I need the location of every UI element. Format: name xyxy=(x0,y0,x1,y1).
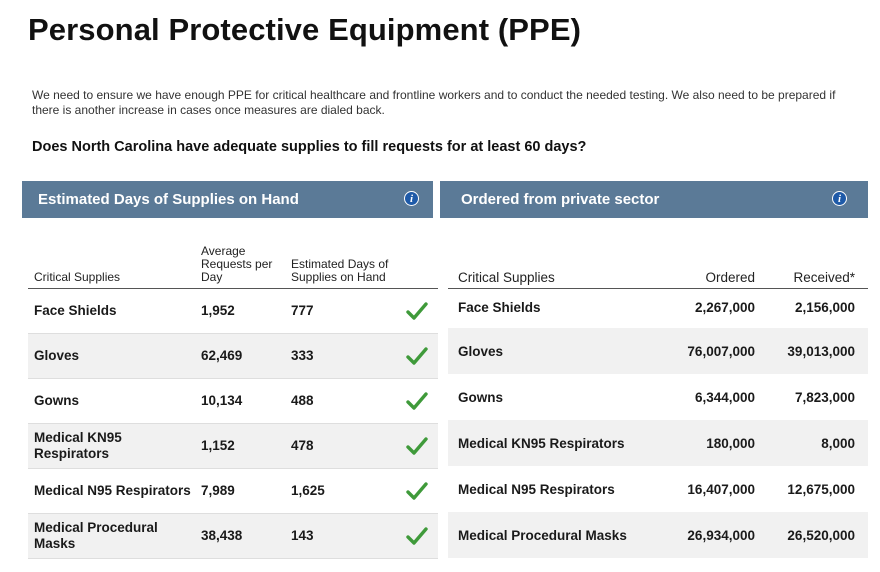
received-amount: 39,013,000 xyxy=(787,343,855,359)
supply-name: Medical KN95 Respirators xyxy=(34,429,122,461)
supply-name: Gloves xyxy=(458,343,504,359)
table-row: Gloves 76,007,000 39,013,000 xyxy=(448,328,868,374)
table-row: Gowns 10,134 488 xyxy=(28,378,438,423)
table-header-row: Critical Supplies Ordered Received* xyxy=(448,240,868,288)
ordered-amount: 180,000 xyxy=(706,435,755,451)
private-sector-header: Ordered from private sector i xyxy=(440,181,868,218)
ordered-amount: 76,007,000 xyxy=(687,343,755,359)
page-title: Personal Protective Equipment (PPE) xyxy=(28,12,582,47)
days-on-hand-header: Estimated Days of Supplies on Hand i xyxy=(22,181,433,218)
average-requests: 38,438 xyxy=(201,527,243,543)
supply-name: Face Shields xyxy=(458,299,541,315)
supply-name: Medical Procedural Masks xyxy=(34,519,158,551)
average-requests: 1,152 xyxy=(201,437,235,453)
column-header-received: Received* xyxy=(793,269,855,285)
info-icon[interactable]: i xyxy=(404,191,419,206)
private-sector-table: Critical Supplies Ordered Received* Face… xyxy=(448,240,868,558)
check-icon xyxy=(395,333,438,378)
check-icon xyxy=(395,288,438,333)
supply-name: Medical KN95 Respirators xyxy=(458,435,625,451)
supply-name: Gowns xyxy=(34,392,80,408)
table-header-row: Critical Supplies Average Requests per D… xyxy=(28,240,438,288)
info-icon[interactable]: i xyxy=(832,191,847,206)
column-header-supply: Critical Supplies xyxy=(34,269,121,284)
supply-name: Face Shields xyxy=(34,302,117,318)
average-requests: 62,469 xyxy=(201,347,243,363)
question-text: Does North Carolina have adequate suppli… xyxy=(32,139,587,155)
table-row: Face Shields 1,952 777 xyxy=(28,288,438,333)
private-sector-header-label: Ordered from private sector xyxy=(461,191,660,208)
column-header-requests: Average Requests per Day xyxy=(201,243,273,284)
supply-name: Medical Procedural Masks xyxy=(458,527,627,543)
estimated-days: 777 xyxy=(291,302,314,318)
column-header-supply: Critical Supplies xyxy=(458,269,555,285)
received-amount: 7,823,000 xyxy=(794,389,855,405)
table-row: Face Shields 2,267,000 2,156,000 xyxy=(448,288,868,328)
ordered-amount: 16,407,000 xyxy=(687,481,755,497)
received-amount: 8,000 xyxy=(821,435,855,451)
table-row: Medical KN95 Respirators 1,152 478 xyxy=(28,423,438,468)
ordered-amount: 26,934,000 xyxy=(687,527,755,543)
column-header-status xyxy=(395,240,438,288)
estimated-days: 478 xyxy=(291,437,314,453)
days-on-hand-header-label: Estimated Days of Supplies on Hand xyxy=(38,191,299,208)
supply-name: Medical N95 Respirators xyxy=(458,481,615,497)
estimated-days: 333 xyxy=(291,347,314,363)
estimated-days: 488 xyxy=(291,392,314,408)
column-header-ordered: Ordered xyxy=(705,269,755,285)
supply-name: Medical N95 Respirators xyxy=(34,482,191,498)
check-icon xyxy=(395,468,438,513)
table-row: Medical Procedural Masks 26,934,000 26,520… xyxy=(448,512,868,558)
estimated-days: 143 xyxy=(291,527,314,543)
table-row: Gowns 6,344,000 7,823,000 xyxy=(448,374,868,420)
table-row: Medical Procedural Masks 38,438 143 xyxy=(28,513,438,558)
table-row: Medical N95 Respirators 16,407,000 12,675,… xyxy=(448,466,868,512)
average-requests: 7,989 xyxy=(201,482,235,498)
ordered-amount: 6,344,000 xyxy=(694,389,755,405)
check-icon xyxy=(395,378,438,423)
received-amount: 12,675,000 xyxy=(787,481,855,497)
intro-text: We need to ensure we have enough PPE for… xyxy=(32,88,836,117)
average-requests: 10,134 xyxy=(201,392,243,408)
estimated-days: 1,625 xyxy=(291,482,325,498)
column-header-days: Estimated Days of Supplies on Hand xyxy=(291,256,389,284)
received-amount: 2,156,000 xyxy=(794,299,855,315)
received-amount: 26,520,000 xyxy=(787,527,855,543)
supply-name: Gowns xyxy=(458,389,504,405)
ordered-amount: 2,267,000 xyxy=(694,299,755,315)
check-icon xyxy=(395,513,438,558)
days-on-hand-table: Critical Supplies Average Requests per D… xyxy=(28,240,438,559)
table-row: Gloves 62,469 333 xyxy=(28,333,438,378)
check-icon xyxy=(395,423,438,468)
table-row: Medical KN95 Respirators 180,000 8,000 xyxy=(448,420,868,466)
average-requests: 1,952 xyxy=(201,302,235,318)
supply-name: Gloves xyxy=(34,347,80,363)
table-row: Medical N95 Respirators 7,989 1,625 xyxy=(28,468,438,513)
